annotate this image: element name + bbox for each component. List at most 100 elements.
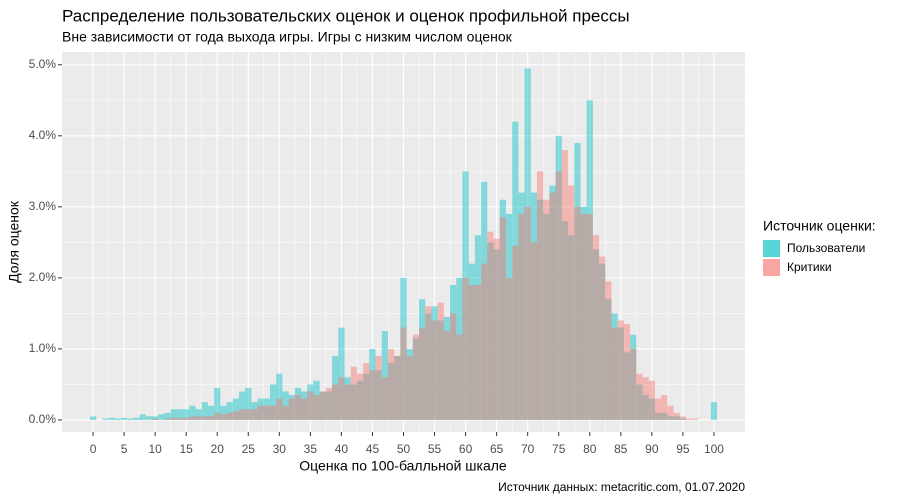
bar xyxy=(580,206,587,420)
bar xyxy=(512,245,519,420)
bar xyxy=(381,377,388,420)
bar xyxy=(499,199,506,420)
bar xyxy=(468,284,475,420)
bar xyxy=(679,416,687,420)
bar xyxy=(617,320,624,420)
bar xyxy=(406,356,413,420)
bar xyxy=(673,412,680,420)
bar xyxy=(338,327,345,420)
bar xyxy=(152,416,159,420)
bar xyxy=(257,405,264,420)
bar xyxy=(307,384,314,420)
legend-label: Пользователи xyxy=(787,241,865,255)
bar xyxy=(375,356,382,420)
bar xyxy=(667,405,674,420)
bar xyxy=(195,409,202,420)
y-tick-label: 2.0% xyxy=(29,270,57,284)
bar xyxy=(375,370,382,420)
x-tick-label: 80 xyxy=(583,442,597,456)
bar xyxy=(679,418,687,420)
bar xyxy=(195,416,202,420)
bar xyxy=(356,373,364,420)
x-tick-label: 60 xyxy=(459,442,473,456)
bar xyxy=(201,416,208,420)
bar xyxy=(431,306,438,420)
bar xyxy=(332,384,339,420)
bar xyxy=(661,395,668,420)
chart-subtitle: Вне зависимости от года выхода игры. Игр… xyxy=(62,29,513,45)
bar xyxy=(220,405,227,420)
y-tick-label: 4.0% xyxy=(29,128,57,142)
bar xyxy=(487,242,494,420)
y-tick-label: 1.0% xyxy=(29,341,57,355)
bar xyxy=(599,263,606,420)
y-tick-label: 0.0% xyxy=(29,412,57,426)
bar xyxy=(288,398,295,420)
bar xyxy=(89,416,97,420)
bar xyxy=(214,412,221,420)
bar xyxy=(301,398,308,420)
bar xyxy=(251,402,258,420)
bar xyxy=(648,380,655,420)
bar xyxy=(536,199,544,420)
bar xyxy=(524,206,531,420)
bar xyxy=(114,418,121,420)
bar xyxy=(226,402,233,420)
x-tick-label: 30 xyxy=(273,442,287,456)
bar xyxy=(710,402,718,420)
bar xyxy=(512,121,519,420)
x-tick-label: 70 xyxy=(521,442,535,456)
bar xyxy=(338,377,345,420)
bar xyxy=(369,370,376,420)
bar xyxy=(120,417,128,420)
bar xyxy=(493,238,500,420)
bar xyxy=(412,338,420,420)
bar xyxy=(313,380,320,420)
bar xyxy=(425,306,432,420)
x-tick-label: 85 xyxy=(614,442,628,456)
bar xyxy=(207,416,215,420)
x-tick-label: 55 xyxy=(428,442,442,456)
bar xyxy=(108,417,115,420)
bar xyxy=(263,398,271,420)
bar xyxy=(226,412,233,420)
bar xyxy=(487,231,494,420)
bar xyxy=(443,331,451,420)
y-tick-label: 3.0% xyxy=(29,199,57,213)
bar xyxy=(363,373,370,420)
bar xyxy=(437,302,444,420)
bar xyxy=(307,391,314,420)
x-tick-label: 35 xyxy=(304,442,318,456)
y-tick-label: 5.0% xyxy=(29,57,57,71)
bar xyxy=(450,313,457,420)
bar xyxy=(605,299,612,420)
bar xyxy=(568,185,575,420)
x-tick-label: 90 xyxy=(645,442,659,456)
bar xyxy=(176,409,184,420)
bar xyxy=(580,213,587,420)
bar xyxy=(518,213,525,420)
legend-key xyxy=(763,259,780,276)
bar xyxy=(536,171,544,420)
bar xyxy=(549,192,556,420)
bar xyxy=(282,405,289,420)
bar xyxy=(102,418,109,420)
x-tick-label: 0 xyxy=(90,442,97,456)
legend-label: Критики xyxy=(787,260,832,274)
bar xyxy=(611,313,618,420)
bar xyxy=(232,398,239,420)
bar xyxy=(456,334,463,420)
bar xyxy=(276,373,283,420)
bar xyxy=(505,213,513,420)
bar xyxy=(667,416,674,420)
bar xyxy=(363,363,370,420)
x-tick-label: 25 xyxy=(242,442,256,456)
bar xyxy=(456,277,463,420)
bar xyxy=(387,363,395,420)
bar xyxy=(530,192,537,420)
bar xyxy=(220,414,227,420)
bar xyxy=(555,135,562,420)
bar xyxy=(419,299,426,420)
bar xyxy=(245,387,252,420)
bar xyxy=(263,405,271,420)
